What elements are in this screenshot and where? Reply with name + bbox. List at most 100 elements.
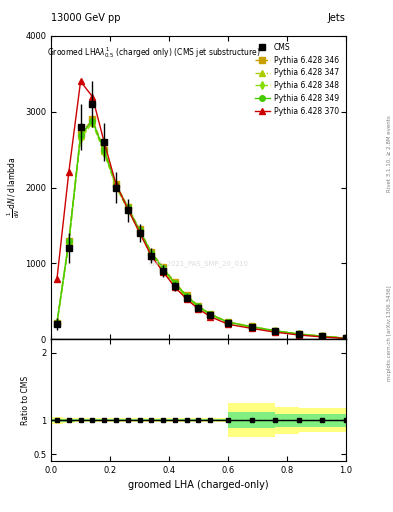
Pythia 6.428 370: [296, 332, 301, 338]
Pythia 6.428 370: [102, 139, 107, 145]
Pythia 6.428 370: [343, 335, 348, 342]
Pythia 6.428 349: [149, 250, 154, 256]
Pythia 6.428 370: [184, 296, 189, 302]
Pythia 6.428 347: [226, 319, 230, 326]
Pythia 6.428 346: [208, 311, 213, 317]
Pythia 6.428 349: [90, 118, 95, 124]
Pythia 6.428 346: [161, 264, 165, 270]
Pythia 6.428 349: [320, 333, 325, 339]
Pythia 6.428 370: [173, 284, 177, 290]
Pythia 6.428 346: [149, 249, 154, 255]
Pythia 6.428 348: [125, 206, 130, 212]
Pythia 6.428 349: [208, 311, 213, 317]
Pythia 6.428 347: [184, 293, 189, 300]
Text: Jets: Jets: [328, 13, 346, 23]
Pythia 6.428 347: [66, 239, 71, 245]
Text: mcplots.cern.ch [arXiv:1306.3436]: mcplots.cern.ch [arXiv:1306.3436]: [387, 285, 391, 380]
Pythia 6.428 346: [78, 132, 83, 138]
Pythia 6.428 370: [137, 229, 142, 236]
Pythia 6.428 346: [196, 303, 201, 309]
Pythia 6.428 349: [273, 328, 277, 334]
Pythia 6.428 349: [125, 204, 130, 210]
Pythia 6.428 348: [78, 135, 83, 141]
Pythia 6.428 349: [173, 280, 177, 286]
Pythia 6.428 346: [102, 146, 107, 153]
Pythia 6.428 347: [90, 118, 95, 124]
Pythia 6.428 349: [66, 239, 71, 245]
Pythia 6.428 346: [125, 203, 130, 209]
Pythia 6.428 347: [78, 133, 83, 139]
Text: 13000 GeV pp: 13000 GeV pp: [51, 13, 121, 23]
Pythia 6.428 370: [249, 325, 254, 331]
Pythia 6.428 348: [196, 305, 201, 311]
Y-axis label: Ratio to CMS: Ratio to CMS: [21, 375, 30, 424]
Pythia 6.428 347: [125, 205, 130, 211]
X-axis label: groomed LHA (charged-only): groomed LHA (charged-only): [128, 480, 269, 490]
Text: Rivet 3.1.10, ≥ 2.8M events: Rivet 3.1.10, ≥ 2.8M events: [387, 115, 391, 192]
Line: Pythia 6.428 349: Pythia 6.428 349: [54, 118, 349, 341]
Pythia 6.428 347: [343, 335, 348, 342]
Pythia 6.428 370: [161, 269, 165, 275]
Pythia 6.428 348: [173, 283, 177, 289]
Pythia 6.428 348: [343, 335, 348, 342]
Pythia 6.428 370: [320, 334, 325, 340]
Pythia 6.428 349: [249, 324, 254, 330]
Pythia 6.428 349: [102, 147, 107, 154]
Pythia 6.428 347: [173, 281, 177, 287]
Pythia 6.428 346: [343, 335, 348, 341]
Pythia 6.428 370: [273, 329, 277, 335]
Pythia 6.428 370: [226, 321, 230, 327]
Pythia 6.428 348: [55, 321, 59, 327]
Pythia 6.428 347: [208, 311, 213, 317]
Pythia 6.428 348: [102, 150, 107, 156]
Text: CMS_2021_PAS_SMP_20_010: CMS_2021_PAS_SMP_20_010: [149, 260, 248, 267]
Pythia 6.428 370: [149, 253, 154, 259]
Pythia 6.428 349: [78, 132, 83, 138]
Pythia 6.428 346: [320, 333, 325, 339]
Pythia 6.428 347: [149, 250, 154, 257]
Pythia 6.428 348: [114, 184, 118, 190]
Pythia 6.428 348: [161, 267, 165, 273]
Y-axis label: $\frac{1}{\mathrm{d}N}\,\mathrm{d}N\,/\,\mathrm{d}\,\mathrm{lambda}$: $\frac{1}{\mathrm{d}N}\,\mathrm{d}N\,/\,…: [6, 157, 22, 218]
Pythia 6.428 370: [55, 275, 59, 282]
Pythia 6.428 370: [66, 169, 71, 176]
Pythia 6.428 348: [184, 294, 189, 301]
Pythia 6.428 346: [137, 226, 142, 232]
Pythia 6.428 349: [343, 335, 348, 341]
Pythia 6.428 347: [296, 331, 301, 337]
Pythia 6.428 347: [196, 304, 201, 310]
Pythia 6.428 348: [320, 333, 325, 339]
Pythia 6.428 348: [249, 324, 254, 330]
Pythia 6.428 346: [296, 331, 301, 337]
Pythia 6.428 346: [55, 319, 59, 326]
Pythia 6.428 346: [173, 280, 177, 286]
Pythia 6.428 370: [114, 181, 118, 187]
Pythia 6.428 348: [137, 229, 142, 236]
Pythia 6.428 348: [66, 241, 71, 247]
Pythia 6.428 347: [161, 266, 165, 272]
Pythia 6.428 348: [208, 312, 213, 318]
Pythia 6.428 346: [249, 324, 254, 330]
Pythia 6.428 347: [320, 333, 325, 339]
Pythia 6.428 349: [196, 303, 201, 309]
Pythia 6.428 349: [226, 319, 230, 325]
Pythia 6.428 349: [55, 319, 59, 326]
Pythia 6.428 349: [137, 227, 142, 233]
Line: Pythia 6.428 347: Pythia 6.428 347: [54, 118, 349, 341]
Line: Pythia 6.428 370: Pythia 6.428 370: [54, 79, 349, 342]
Pythia 6.428 349: [114, 182, 118, 188]
Pythia 6.428 370: [125, 206, 130, 212]
Pythia 6.428 370: [78, 78, 83, 84]
Pythia 6.428 346: [114, 181, 118, 187]
Line: Pythia 6.428 348: Pythia 6.428 348: [54, 120, 349, 341]
Pythia 6.428 347: [102, 148, 107, 154]
Pythia 6.428 347: [114, 182, 118, 188]
Pythia 6.428 349: [296, 331, 301, 337]
Line: Pythia 6.428 346: Pythia 6.428 346: [54, 117, 349, 341]
Pythia 6.428 347: [55, 320, 59, 326]
Pythia 6.428 346: [66, 238, 71, 244]
Pythia 6.428 370: [208, 313, 213, 319]
Pythia 6.428 346: [273, 328, 277, 334]
Pythia 6.428 347: [137, 228, 142, 234]
Pythia 6.428 346: [226, 319, 230, 325]
